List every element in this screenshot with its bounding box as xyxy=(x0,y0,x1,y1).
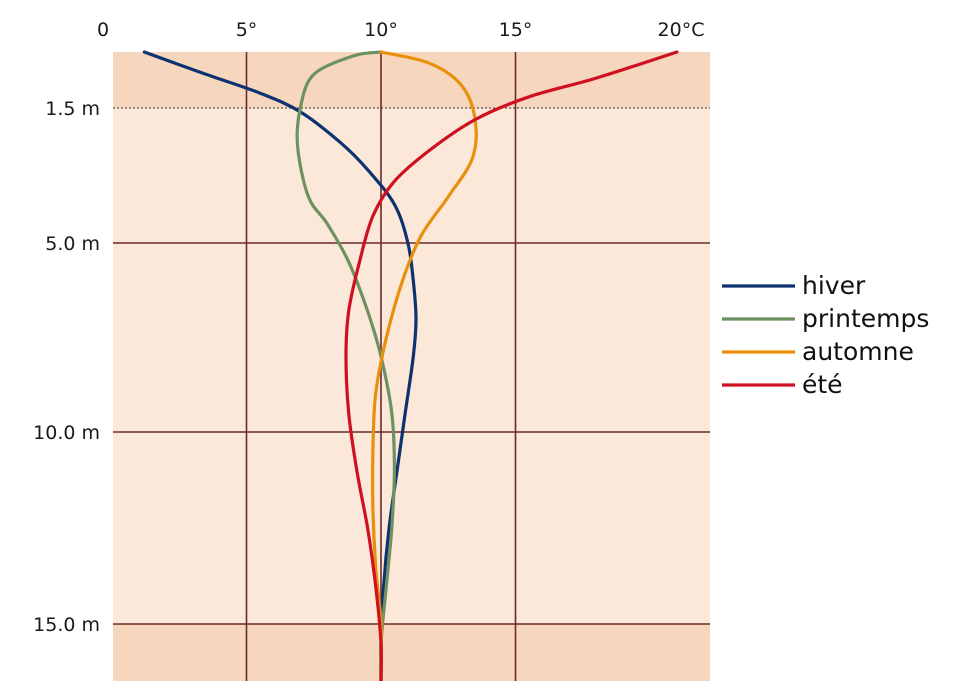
surface-band xyxy=(113,52,710,108)
y-tick-label: 5.0 m xyxy=(45,233,100,255)
x-tick-label: 0 xyxy=(97,19,109,41)
x-tick-label: 15° xyxy=(499,19,533,41)
series-line-printemps xyxy=(295,50,396,681)
y-tick-label: 10.0 m xyxy=(33,422,100,444)
series-line-hiver xyxy=(142,50,418,681)
y-tick-label: 1.5 m xyxy=(45,98,100,120)
x-tick-label: 10° xyxy=(364,19,398,41)
series-line-ete xyxy=(344,50,679,681)
y-tick-label: 15.0 m xyxy=(33,614,100,636)
legend-label: printemps xyxy=(802,304,929,333)
x-tick-label: 20°C xyxy=(658,19,705,41)
x-tick-label: 5° xyxy=(236,19,258,41)
legend-label: été xyxy=(802,370,843,399)
series-line-automne xyxy=(371,50,478,681)
legend-label: hiver xyxy=(802,271,866,300)
legend-label: automne xyxy=(802,337,914,366)
bottom-band xyxy=(113,624,710,681)
